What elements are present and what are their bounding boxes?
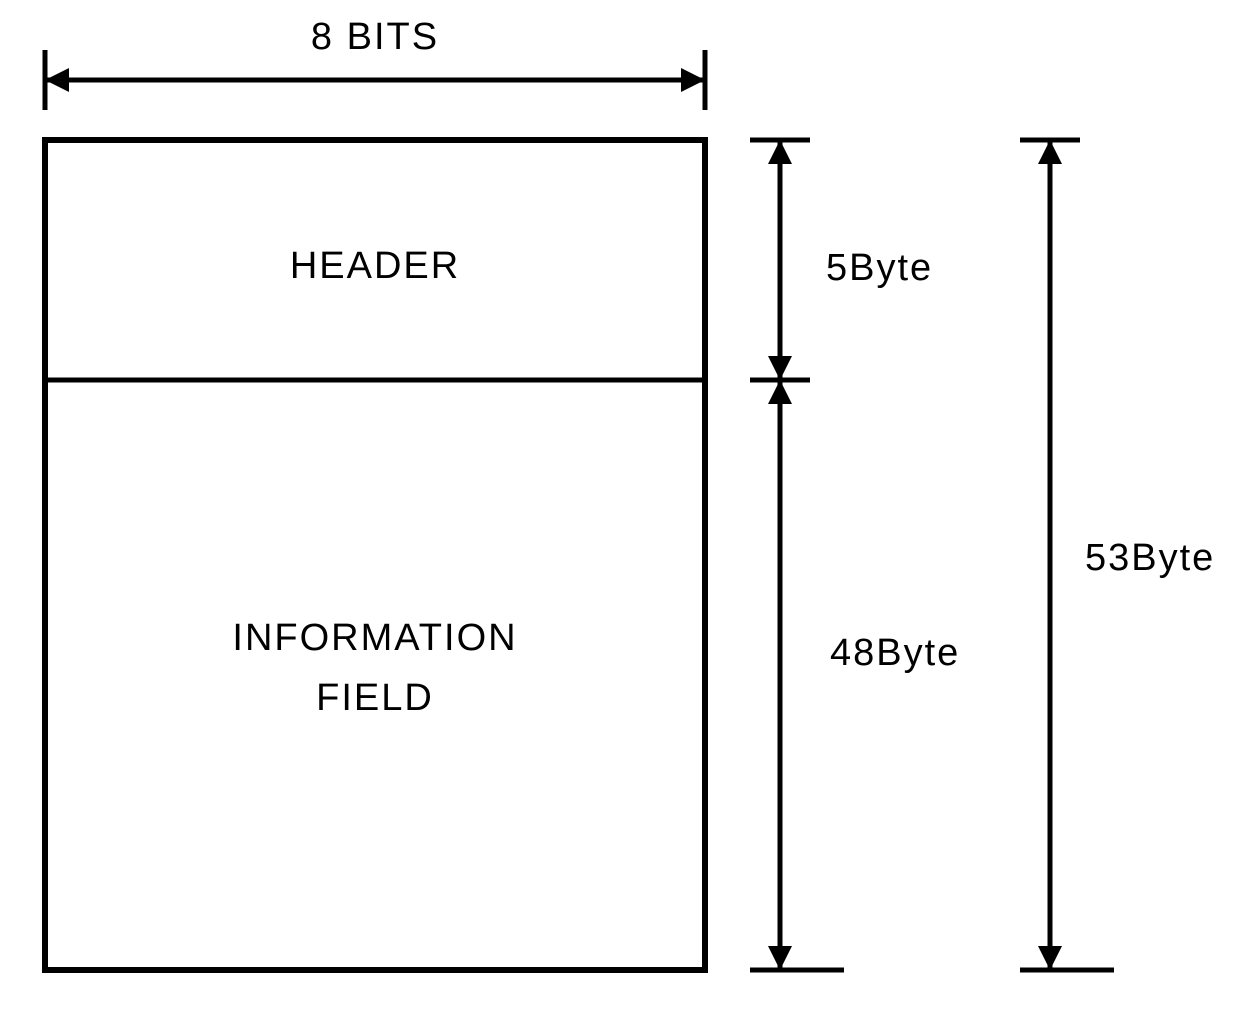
info-dimension: 48Byte <box>768 380 960 970</box>
total-dimension: 53Byte <box>1038 140 1215 970</box>
header-dimension-label: 5Byte <box>826 247 933 289</box>
total-dim-arrow-up <box>1038 140 1062 164</box>
total-dim-arrow-down <box>1038 946 1062 970</box>
info-dim-arrow-up <box>768 380 792 404</box>
width-dimension: 8 BITS <box>45 16 705 110</box>
width-dimension-label: 8 BITS <box>311 16 439 58</box>
info-dim-arrow-down <box>768 946 792 970</box>
info-label-line2: FIELD <box>316 677 434 719</box>
info-label-line1: INFORMATION <box>232 617 517 659</box>
total-dimension-label: 53Byte <box>1085 537 1215 579</box>
header-dim-arrow-up <box>768 140 792 164</box>
header-dim-arrow-down <box>768 356 792 380</box>
cell-structure-diagram: 8 BITS HEADER INFORMATION FIELD 5Byte 48… <box>0 0 1239 1012</box>
header-dimension: 5Byte <box>768 140 933 380</box>
info-dimension-label: 48Byte <box>830 632 960 674</box>
header-label: HEADER <box>290 245 460 287</box>
width-dim-arrow-left <box>45 68 69 92</box>
width-dim-arrow-right <box>681 68 705 92</box>
